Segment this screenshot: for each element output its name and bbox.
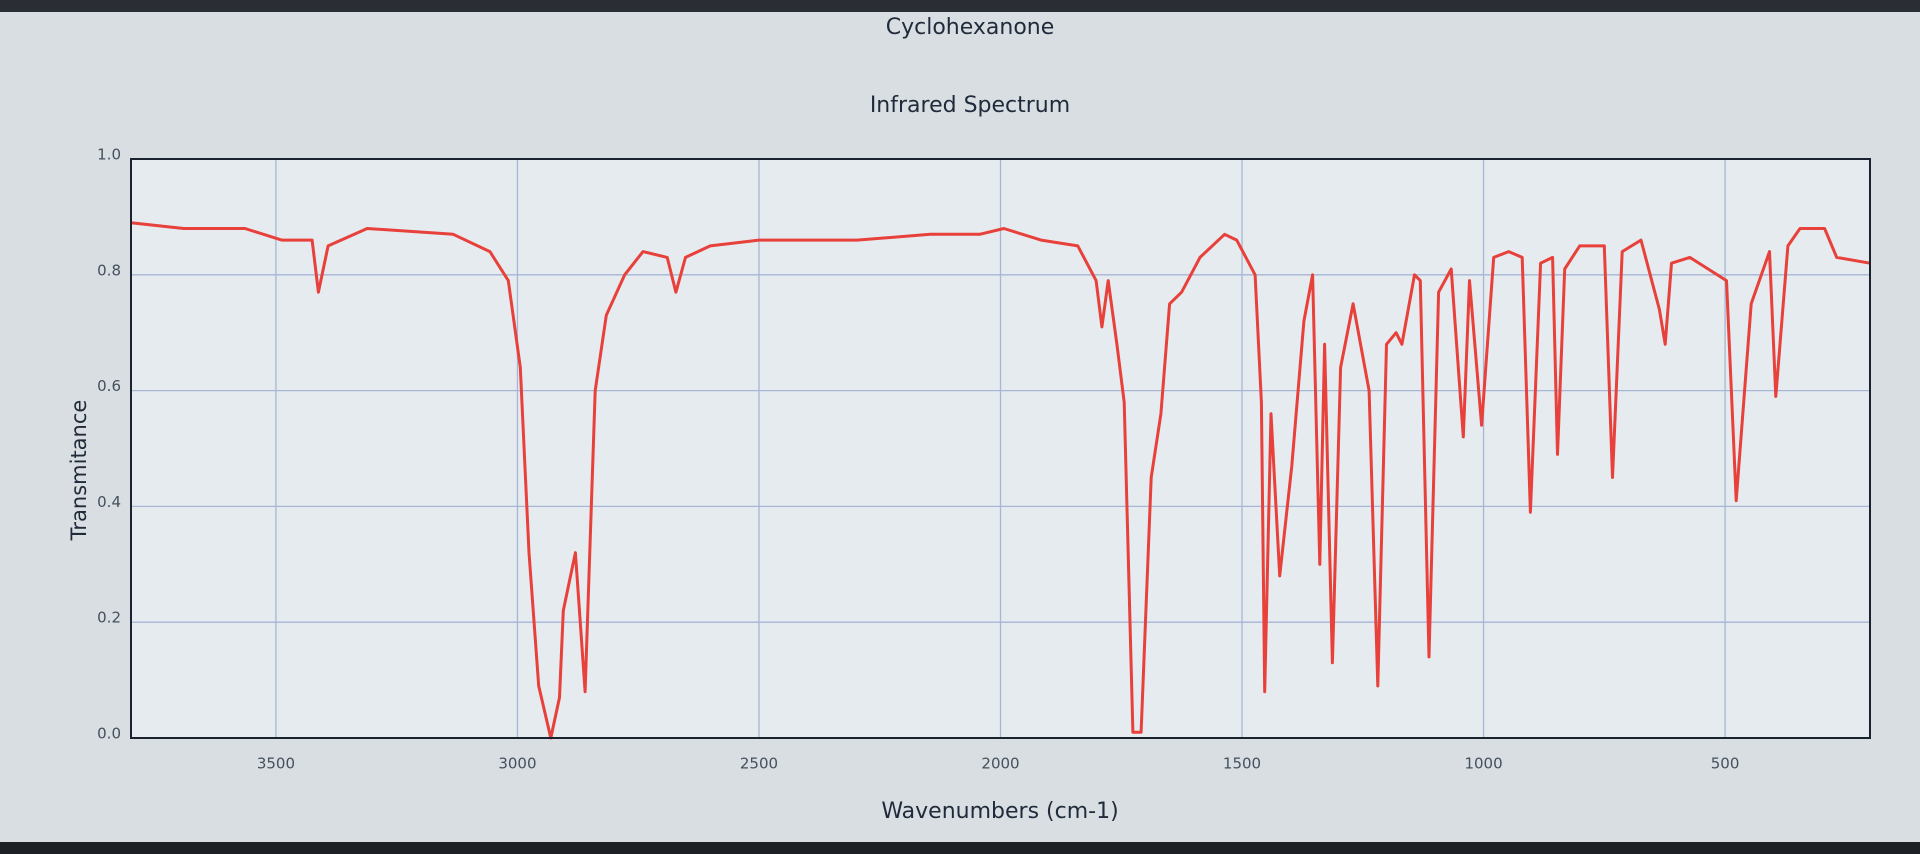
x-tick-label: 500	[1711, 755, 1740, 773]
y-tick-label: 0.4	[97, 493, 121, 511]
y-tick-label: 0.2	[97, 609, 121, 627]
x-tick-label: 2500	[740, 755, 778, 773]
x-tick-label: 3000	[498, 755, 536, 773]
screen-bezel	[0, 0, 1920, 12]
spectrum-line	[130, 221, 1871, 740]
chart-subtitle: Infrared Spectrum	[870, 93, 1070, 118]
y-tick-label: 1.0	[97, 146, 121, 164]
x-tick-label: 1000	[1464, 755, 1502, 773]
plot-frame	[130, 158, 1871, 739]
y-tick-label: 0.0	[97, 725, 121, 743]
y-axis-label: Transmitance	[67, 400, 91, 542]
chart-title: Cyclohexanone	[886, 15, 1055, 40]
x-tick-label: 2000	[981, 755, 1019, 773]
ticks: 0.0 0.2 0.4 0.6 0.8 1.0 3500 3000 2500 2000 1500 10…	[97, 146, 1739, 773]
y-tick-label: 0.8	[97, 261, 121, 279]
x-tick-label: 1500	[1223, 755, 1261, 773]
y-tick-label: 0.6	[97, 377, 121, 395]
marks	[130, 221, 1871, 740]
x-tick-label: 3500	[257, 755, 295, 773]
x-axis-label: Wavenumbers (cm-1)	[881, 799, 1118, 824]
